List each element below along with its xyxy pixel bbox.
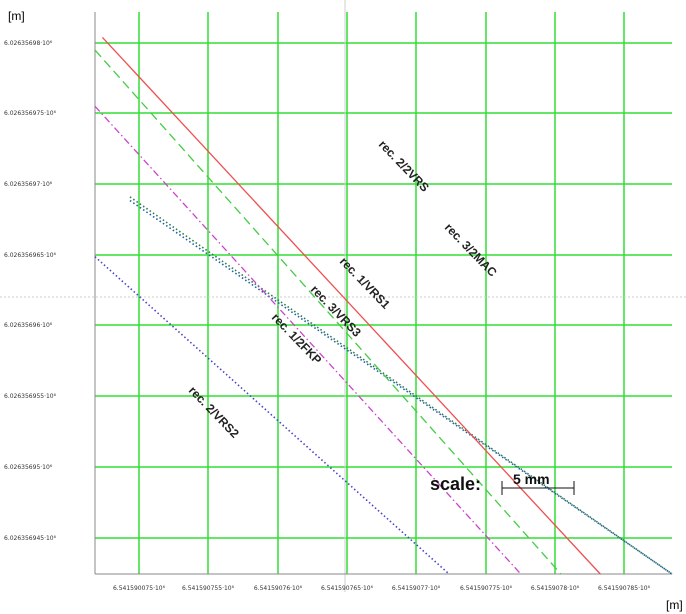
series-label: rec. 1/2FKP [269, 310, 324, 367]
x-tick-label: 6.54159076·10⁶ [254, 585, 303, 592]
tick-labels: 6.02635698·10⁶ 6.026356975·10⁶ 6.02635697·… [4, 40, 651, 592]
series-line [94, 256, 450, 575]
series-line [101, 36, 601, 575]
series-layer [94, 36, 673, 575]
y-tick-label: 6.02635695·10⁶ [4, 464, 53, 471]
scale-value: 5 mm [513, 471, 550, 487]
y-tick-label: 6.02635698·10⁶ [4, 40, 53, 47]
series-label: rec. 3/2MAC [442, 220, 500, 279]
scale-bar: scale: 5 mm [430, 471, 575, 495]
y-axis-unit-label: [m] [8, 9, 25, 23]
grid [0, 0, 686, 592]
series-label: rec. 2/2VRS [376, 137, 432, 194]
y-tick-label: 6.02635696·10⁶ [4, 322, 53, 329]
scale-label: scale: [430, 474, 481, 494]
y-tick-label: 6.026356955·10⁶ [4, 393, 57, 400]
y-tick-label: 6.026356945·10⁶ [4, 535, 57, 542]
x-axis-unit-label: [m] [666, 598, 683, 612]
series-line [94, 105, 522, 575]
x-tick-label: 6.54159078·10⁶ [531, 585, 580, 592]
series-line [94, 49, 562, 575]
series-line [129, 199, 673, 575]
x-tick-label: 6.541590755·10⁶ [182, 585, 235, 592]
series-line [129, 196, 673, 575]
y-tick-label: 6.02635697·10⁶ [4, 181, 53, 188]
y-tick-label: 6.026356975·10⁶ [4, 110, 57, 117]
x-tick-label: 6.54159077·10⁶ [392, 585, 441, 592]
x-tick-label: 6.541590765·10⁶ [321, 585, 374, 592]
y-tick-label: 6.026356965·10⁶ [4, 252, 57, 259]
x-tick-label: 6.541590075·10⁶ [113, 585, 166, 592]
series-label: rec. 2/VRS2 [186, 383, 242, 440]
x-tick-label: 6.541590785·10⁶ [598, 585, 651, 592]
x-tick-label: 6.541590775·10⁶ [460, 585, 513, 592]
